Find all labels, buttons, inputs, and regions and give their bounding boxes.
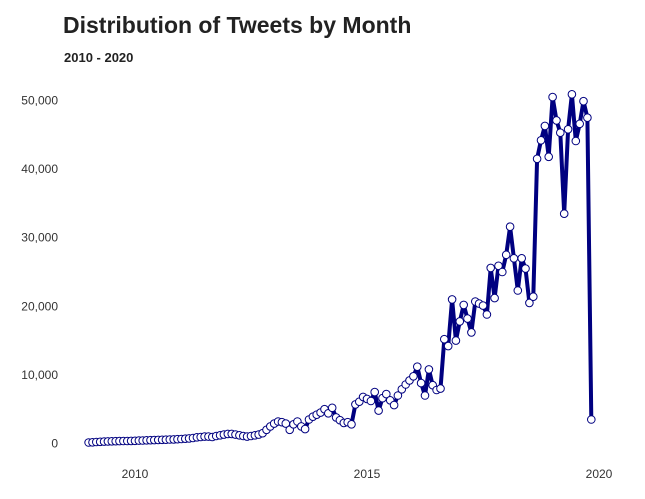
y-tick-label: 40,000 [21,162,58,176]
data-point [552,116,561,125]
data-point [505,222,515,231]
data-point [579,96,588,106]
data-point [498,267,507,277]
data-point [327,403,337,413]
y-axis: 0 10,000 20,000 30,000 40,000 50,000 [21,94,58,451]
data-point [517,253,527,263]
data-point [556,128,565,137]
data-point [494,261,503,271]
chart-subtitle: 2010 - 2020 [64,50,134,65]
data-point [463,314,472,323]
data-point [521,264,530,273]
data-point [409,372,418,381]
data-point [548,92,557,102]
data-point [424,365,434,374]
y-tick-label: 0 [51,437,58,451]
data-point [436,384,445,393]
data-point [300,424,310,434]
x-tick-label: 2010 [122,467,149,481]
x-tick-label: 2020 [586,467,613,481]
data-point [536,136,546,145]
data-point [389,400,399,410]
data-point [482,310,492,319]
data-point [447,295,457,304]
data-point [459,300,469,310]
data-point [563,125,573,134]
y-tick-label: 30,000 [21,231,58,245]
data-point [575,119,585,129]
data-point [440,334,449,344]
data-point [509,253,519,263]
y-tick-label: 20,000 [21,299,58,313]
data-point [413,362,422,372]
data-point [525,298,534,308]
x-tick-label: 2015 [354,467,381,481]
plot-area [84,90,596,447]
data-point [501,250,511,260]
data-point [370,387,380,397]
data-point [393,391,403,400]
data-point [571,136,581,146]
data-point [374,406,383,415]
data-point [486,263,496,273]
data-point [490,293,499,303]
data-point [455,317,465,326]
data-point [532,154,542,164]
data-point [443,341,453,351]
x-axis: 2010 2015 2020 [122,467,613,481]
data-point [583,113,592,122]
data-point [540,121,550,131]
data-point [467,328,476,337]
data-point [529,292,538,302]
data-point [366,396,376,406]
data-point [513,286,523,295]
chart-title: Distribution of Tweets by Month [63,12,412,38]
data-point [347,420,356,429]
data-point [544,152,554,162]
data-point [416,378,426,388]
data-point [559,209,569,218]
y-tick-label: 50,000 [21,94,58,108]
data-point [420,391,430,400]
series-line [86,92,594,445]
y-tick-label: 10,000 [21,368,58,382]
data-point [382,389,391,399]
data-point [567,90,577,99]
data-point [478,301,488,310]
data-point [451,336,461,345]
data-point [587,415,596,424]
